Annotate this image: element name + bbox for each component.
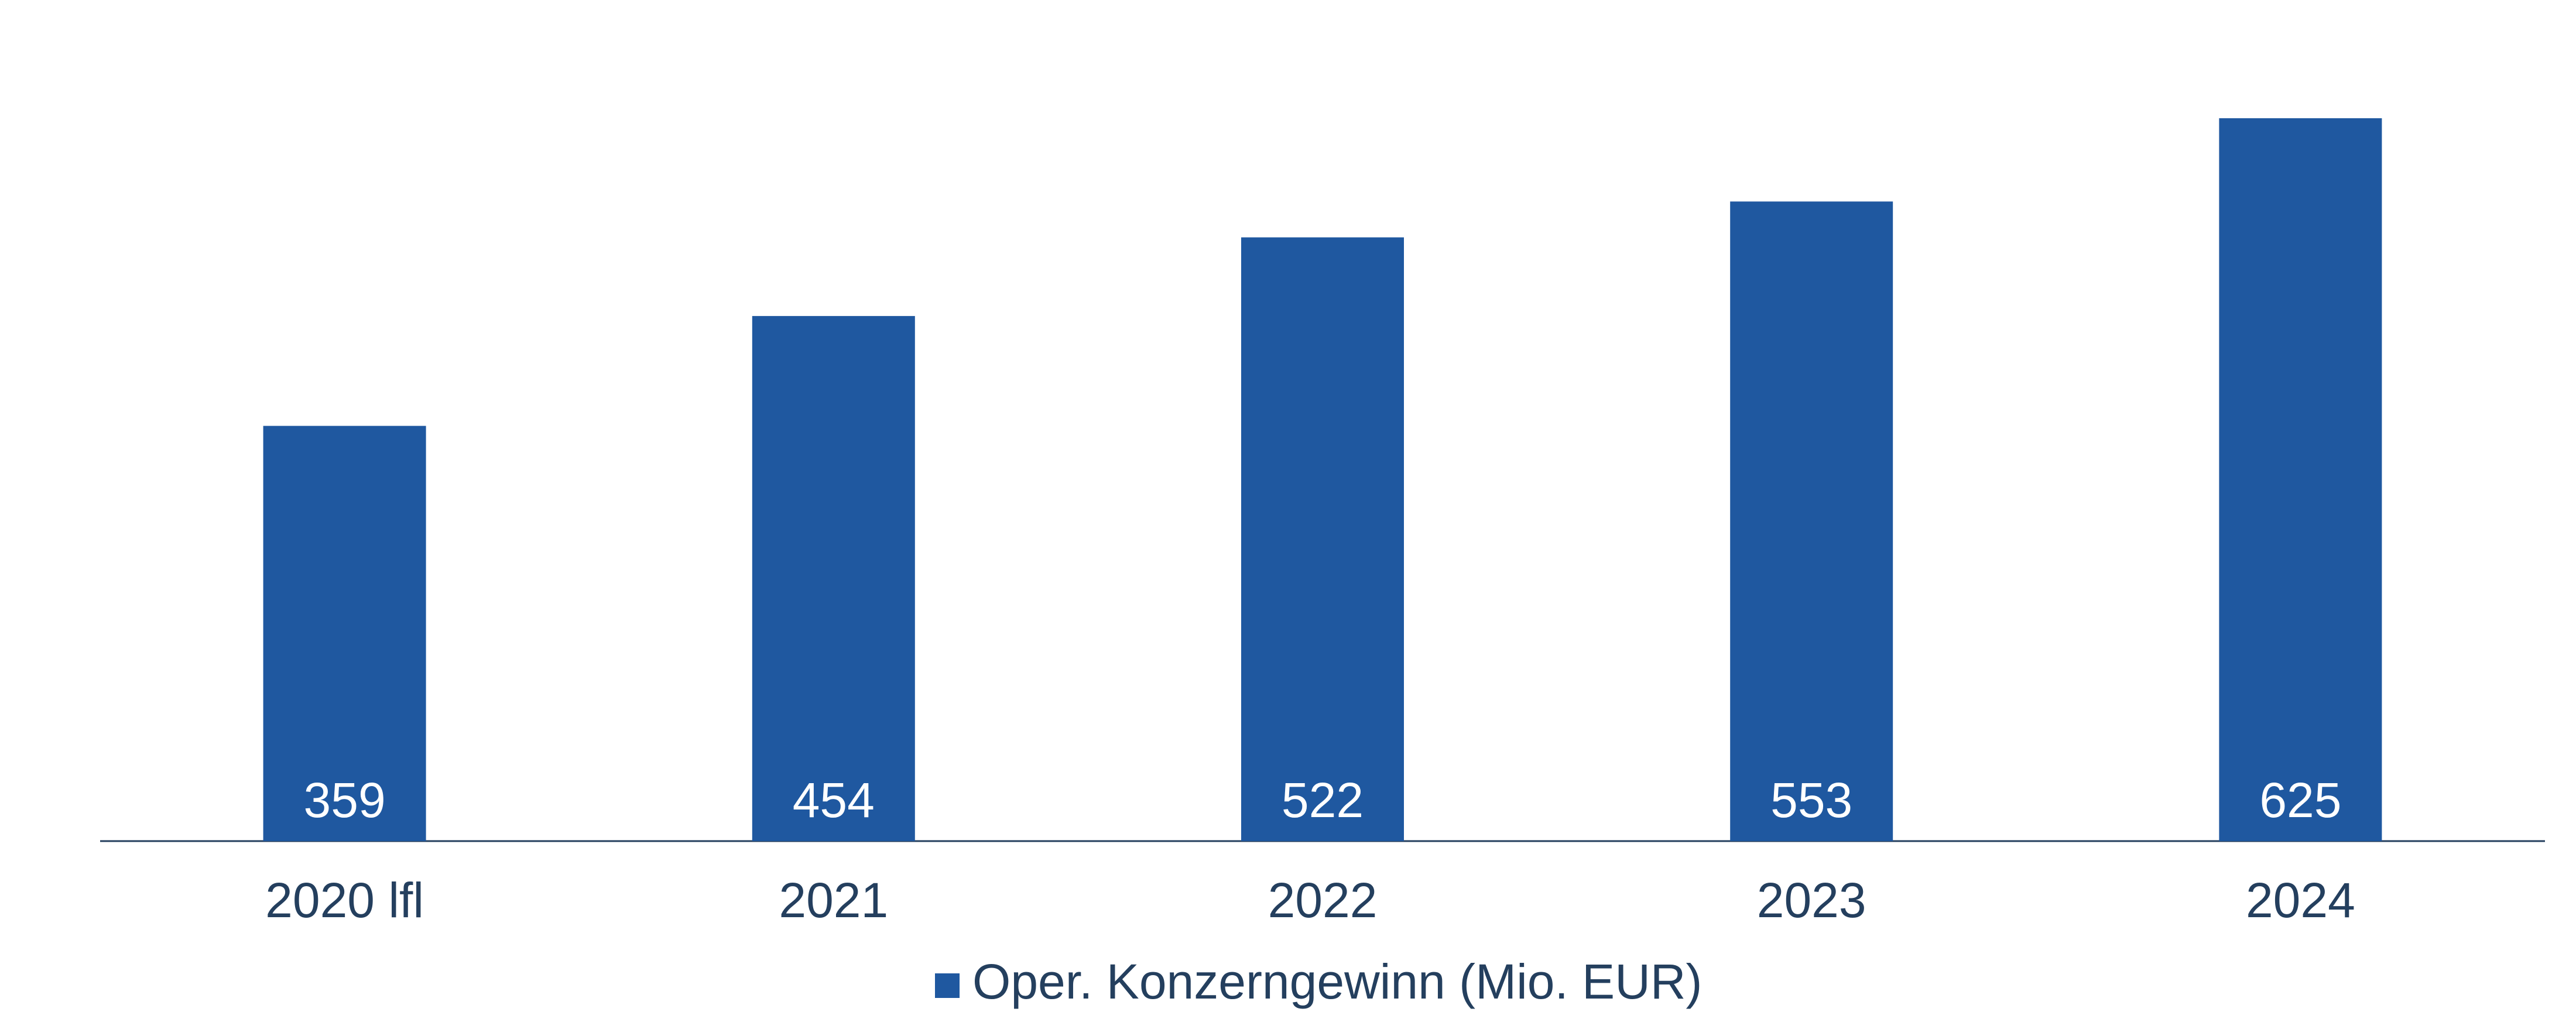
x-tick-label: 2021 [779,873,888,928]
x-tick-label: 2023 [1757,873,1866,928]
value-label: 454 [793,773,875,828]
value-label: 553 [1770,773,1852,828]
legend-label: Oper. Konzerngewinn (Mio. EUR) [972,954,1703,1009]
bar [752,315,915,841]
bar [2219,118,2382,841]
legend-swatch [935,973,960,998]
bar [1241,237,1404,841]
x-tick-label: 2020 lfl [265,873,424,928]
value-label: 359 [304,773,386,828]
bar [263,426,426,841]
x-tick-label: 2022 [1268,873,1378,928]
value-label: 625 [2259,773,2341,828]
value-label: 522 [1282,773,1364,828]
x-tick-label: 2024 [2246,873,2355,928]
bar [1730,201,1893,842]
